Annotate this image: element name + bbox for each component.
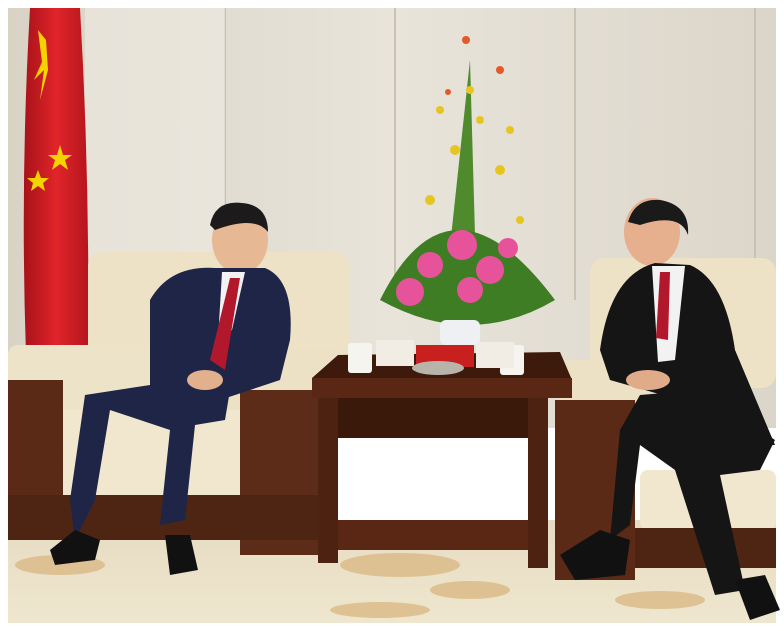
flag-stars — [27, 30, 72, 191]
left-person — [50, 202, 291, 575]
scene — [8, 8, 780, 623]
wall-light — [85, 8, 225, 268]
table-items — [348, 340, 524, 375]
carpet-pattern — [15, 553, 705, 618]
flower-arrangement — [380, 36, 555, 345]
table — [312, 352, 572, 568]
flag — [23, 8, 89, 355]
right-person — [560, 198, 780, 620]
